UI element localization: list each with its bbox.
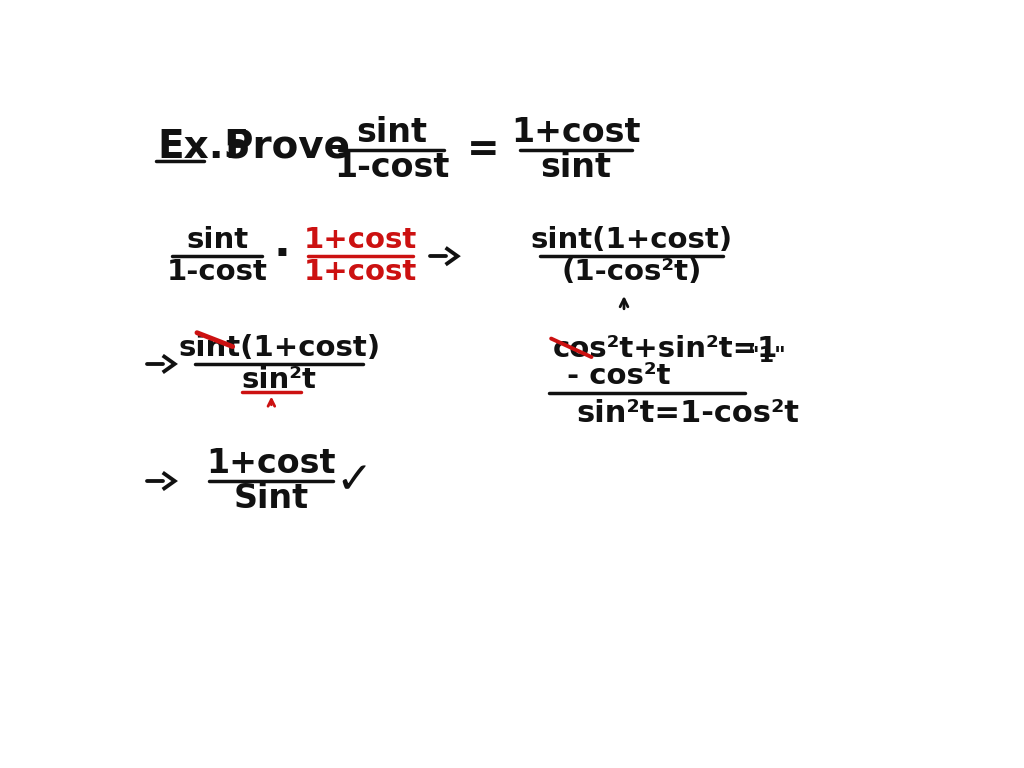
Text: sint(1+cost): sint(1+cost) [530,227,733,254]
Text: 1+cost: 1+cost [304,258,417,286]
Text: Sint: Sint [233,482,309,515]
Text: 1+cost: 1+cost [207,447,336,480]
Text: ·: · [273,233,290,276]
Text: cos²t+sin²t=1: cos²t+sin²t=1 [553,335,778,362]
Text: sint(1+cost): sint(1+cost) [178,334,380,362]
Text: "1": "1" [748,346,786,366]
Text: 1-cost: 1-cost [334,151,450,184]
Text: sint: sint [541,151,611,184]
Text: =: = [467,131,500,169]
Text: sin²t: sin²t [242,366,316,394]
Text: (1-cos²t): (1-cos²t) [561,258,701,286]
Text: - cos²t: - cos²t [566,362,670,390]
Text: Ex.5: Ex.5 [158,127,251,165]
Text: 1+cost: 1+cost [511,116,641,149]
Text: 1+cost: 1+cost [304,227,417,254]
Text: sin²t=1-cos²t: sin²t=1-cos²t [575,399,799,428]
Text: Prove: Prove [225,127,351,165]
Text: sint: sint [356,116,427,149]
Text: sint: sint [186,227,248,254]
Text: ✓: ✓ [336,459,373,502]
Text: 1-cost: 1-cost [167,258,267,286]
